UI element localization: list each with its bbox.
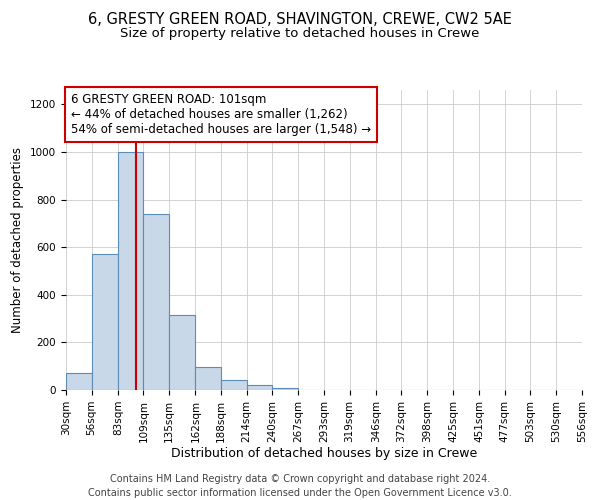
Bar: [169, 315, 196, 390]
Text: 6 GRESTY GREEN ROAD: 101sqm
← 44% of detached houses are smaller (1,262)
54% of : 6 GRESTY GREEN ROAD: 101sqm ← 44% of det…: [71, 93, 371, 136]
Bar: [247, 385, 272, 390]
Text: Contains HM Land Registry data © Crown copyright and database right 2024.
Contai: Contains HM Land Registry data © Crown c…: [88, 474, 512, 498]
Bar: [221, 380, 247, 390]
X-axis label: Distribution of detached houses by size in Crewe: Distribution of detached houses by size …: [171, 448, 477, 460]
Bar: [118, 152, 143, 390]
Bar: [196, 368, 221, 390]
Text: Size of property relative to detached houses in Crewe: Size of property relative to detached ho…: [121, 28, 479, 40]
Bar: [66, 374, 92, 390]
Bar: [143, 214, 169, 390]
Y-axis label: Number of detached properties: Number of detached properties: [11, 147, 25, 333]
Text: 6, GRESTY GREEN ROAD, SHAVINGTON, CREWE, CW2 5AE: 6, GRESTY GREEN ROAD, SHAVINGTON, CREWE,…: [88, 12, 512, 28]
Bar: [272, 388, 298, 390]
Bar: [92, 254, 118, 390]
